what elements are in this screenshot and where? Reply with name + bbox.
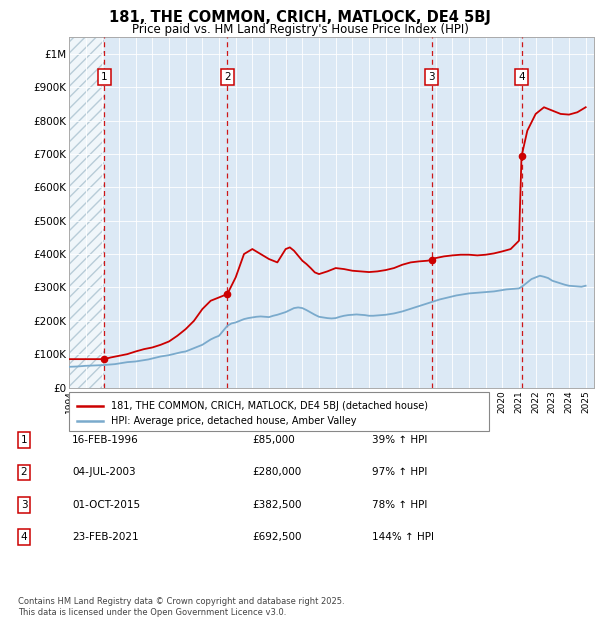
Text: 2: 2 bbox=[20, 467, 28, 477]
FancyBboxPatch shape bbox=[69, 392, 489, 431]
Text: £85,000: £85,000 bbox=[252, 435, 295, 445]
Text: £692,500: £692,500 bbox=[252, 532, 302, 542]
Text: 01-OCT-2015: 01-OCT-2015 bbox=[72, 500, 140, 510]
Text: 1: 1 bbox=[20, 435, 28, 445]
Text: Contains HM Land Registry data © Crown copyright and database right 2025.
This d: Contains HM Land Registry data © Crown c… bbox=[18, 598, 344, 617]
Text: 181, THE COMMON, CRICH, MATLOCK, DE4 5BJ: 181, THE COMMON, CRICH, MATLOCK, DE4 5BJ bbox=[109, 10, 491, 25]
Text: 39% ↑ HPI: 39% ↑ HPI bbox=[372, 435, 427, 445]
Text: 04-JUL-2003: 04-JUL-2003 bbox=[72, 467, 136, 477]
Text: 4: 4 bbox=[518, 73, 525, 82]
Text: 23-FEB-2021: 23-FEB-2021 bbox=[72, 532, 139, 542]
Text: 97% ↑ HPI: 97% ↑ HPI bbox=[372, 467, 427, 477]
Text: 2: 2 bbox=[224, 73, 230, 82]
Text: 3: 3 bbox=[20, 500, 28, 510]
Text: 16-FEB-1996: 16-FEB-1996 bbox=[72, 435, 139, 445]
Text: 4: 4 bbox=[20, 532, 28, 542]
Text: 78% ↑ HPI: 78% ↑ HPI bbox=[372, 500, 427, 510]
Text: HPI: Average price, detached house, Amber Valley: HPI: Average price, detached house, Ambe… bbox=[111, 416, 356, 426]
Text: £382,500: £382,500 bbox=[252, 500, 302, 510]
Text: 181, THE COMMON, CRICH, MATLOCK, DE4 5BJ (detached house): 181, THE COMMON, CRICH, MATLOCK, DE4 5BJ… bbox=[111, 401, 428, 410]
Text: 144% ↑ HPI: 144% ↑ HPI bbox=[372, 532, 434, 542]
Text: 1: 1 bbox=[101, 73, 107, 82]
Text: 3: 3 bbox=[428, 73, 435, 82]
Text: Price paid vs. HM Land Registry's House Price Index (HPI): Price paid vs. HM Land Registry's House … bbox=[131, 24, 469, 36]
Bar bbox=[69, 37, 104, 387]
Bar bbox=[69, 37, 104, 387]
Text: £280,000: £280,000 bbox=[252, 467, 301, 477]
